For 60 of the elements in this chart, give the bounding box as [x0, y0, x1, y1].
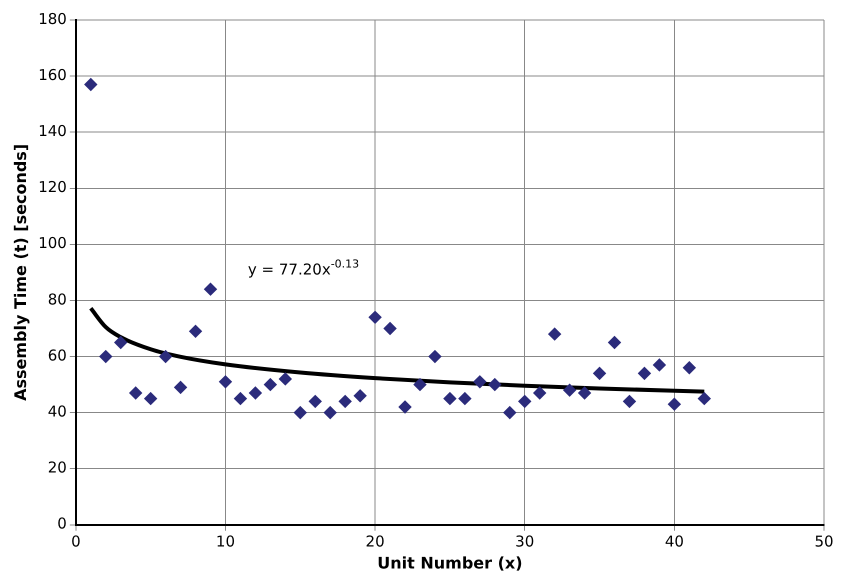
y-tick-label: 0	[57, 514, 67, 533]
point	[264, 378, 277, 392]
point	[294, 406, 307, 420]
point	[129, 386, 142, 400]
x-axis-title: Unit Number (x)	[377, 554, 523, 573]
point	[84, 78, 98, 91]
point	[278, 372, 292, 386]
point	[682, 361, 696, 374]
y-tick-label: 40	[48, 402, 67, 421]
y-tick-label: 160	[38, 66, 67, 84]
y-tick-label: 140	[38, 122, 67, 140]
point	[503, 406, 516, 420]
x-tick-label: 40	[664, 532, 684, 551]
point	[533, 386, 546, 400]
point	[563, 384, 576, 397]
point	[159, 350, 172, 364]
x-tick-label: 30	[515, 532, 534, 551]
point	[593, 366, 606, 380]
x-tick-label: 50	[814, 532, 834, 551]
y-tick-label: 180	[38, 10, 67, 28]
point	[413, 378, 426, 392]
point	[99, 350, 112, 364]
point	[324, 406, 337, 420]
point	[488, 378, 502, 392]
point	[384, 322, 397, 335]
point	[144, 392, 158, 406]
point	[248, 386, 262, 400]
y-tick-label: 120	[38, 178, 67, 196]
y-tick-label: 20	[48, 458, 67, 477]
point	[473, 375, 486, 388]
point	[698, 392, 711, 406]
point	[428, 350, 442, 364]
x-tick-label: 10	[216, 532, 236, 551]
point	[622, 394, 636, 408]
x-tick-label: 20	[366, 532, 385, 551]
point	[218, 375, 232, 388]
point	[204, 282, 217, 296]
point	[458, 392, 472, 406]
point	[189, 324, 202, 338]
point	[518, 394, 532, 408]
point	[234, 392, 247, 406]
x-tick-label: 0	[71, 532, 81, 551]
point	[638, 366, 651, 380]
point	[578, 386, 592, 400]
point	[338, 394, 352, 408]
point	[308, 394, 322, 408]
point	[368, 310, 382, 324]
y-tick-label: 100	[38, 234, 67, 252]
point	[174, 380, 188, 394]
y-axis-title: Assembly Time (t) [seconds]	[10, 144, 30, 401]
point	[548, 328, 562, 341]
y-tick-label: 80	[48, 290, 67, 308]
point	[398, 400, 412, 414]
point	[114, 336, 128, 350]
point	[652, 358, 666, 372]
point	[608, 336, 622, 350]
point	[443, 392, 456, 406]
point	[668, 398, 681, 411]
y-tick-label: 60	[48, 346, 67, 364]
point	[354, 389, 367, 402]
